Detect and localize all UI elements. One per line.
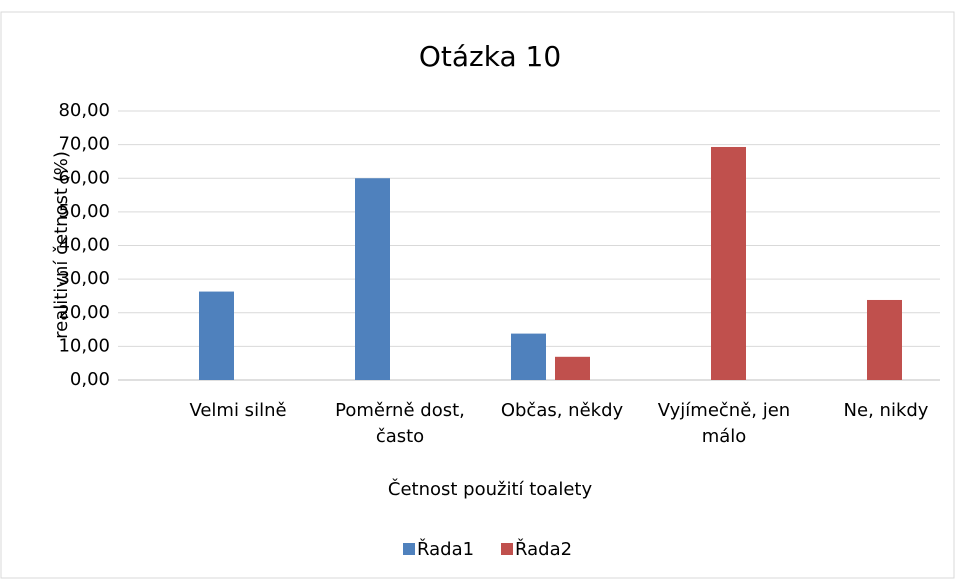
x-tick-label: Vyjímečně, jen málo <box>657 400 791 447</box>
x-axis-title: Četnost použití toalety <box>388 478 593 500</box>
legend-label: Řada2 <box>515 538 572 560</box>
x-tick-label: Ne, nikdy <box>843 400 929 421</box>
bar <box>555 356 590 380</box>
y-axis-title: realitivní četnost (%) <box>51 151 72 339</box>
y-tick-label: 50,00 <box>58 201 110 222</box>
x-tick-label: Občas, někdy <box>500 400 624 421</box>
y-tick-label: 40,00 <box>58 235 110 256</box>
y-tick-label: 70,00 <box>58 134 110 155</box>
bar <box>511 333 546 380</box>
y-tick-label: 80,00 <box>58 100 110 121</box>
chart-title: Otázka 10 <box>419 40 561 73</box>
bar <box>355 178 390 380</box>
y-tick-label: 10,00 <box>58 335 110 356</box>
bar <box>199 291 234 380</box>
bar <box>711 146 746 380</box>
y-tick-label: 0,00 <box>70 369 110 390</box>
x-tick-label: Poměrně dost, často <box>335 400 465 447</box>
y-tick-label: 30,00 <box>58 268 110 289</box>
y-tick-label: 60,00 <box>58 167 110 188</box>
legend-swatch <box>501 543 513 555</box>
x-tick-label: Velmi silně <box>189 400 287 421</box>
y-tick-label: 20,00 <box>58 302 110 323</box>
bar <box>867 299 902 380</box>
legend-label: Řada1 <box>417 538 474 560</box>
legend-swatch <box>403 543 415 555</box>
chart-border <box>0 11 955 579</box>
